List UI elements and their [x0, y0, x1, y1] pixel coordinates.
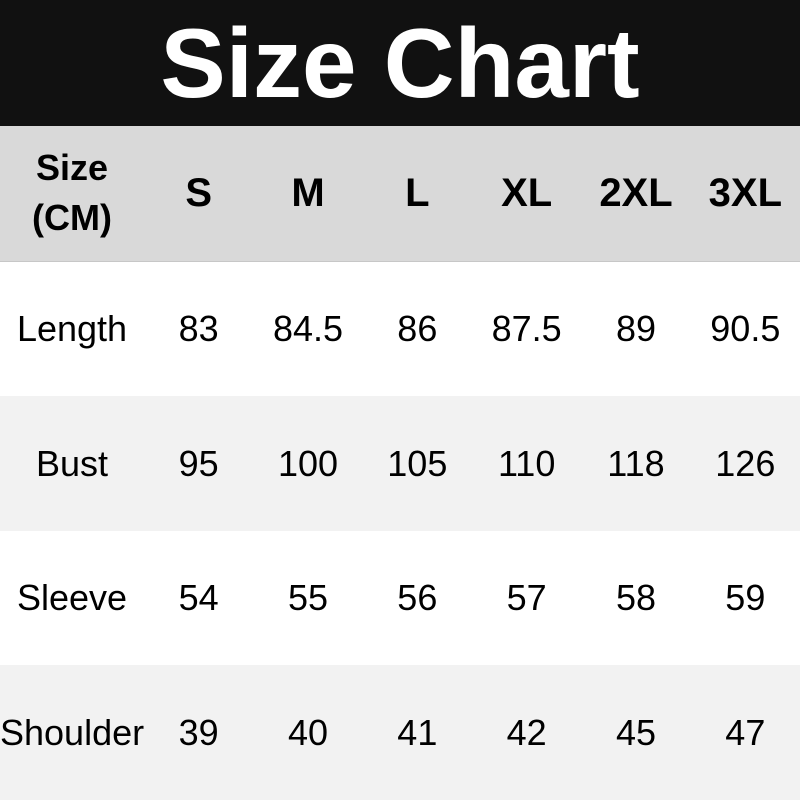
- table-cell: 40: [287, 712, 329, 754]
- table-cell: 54: [178, 577, 219, 619]
- table-cell: 83: [178, 308, 219, 350]
- table-cell: 84.5: [272, 308, 344, 350]
- row-label-length: Length: [16, 308, 128, 350]
- table-row-sleeve: Sleeve 54 55 56 57 58 59: [0, 530, 800, 666]
- row-label-sleeve: Sleeve: [16, 577, 128, 619]
- table-cell: 86: [397, 308, 438, 350]
- table-row-length: Length 83 84.5 86 87.5 89 90.5: [0, 261, 800, 397]
- table-cell: 105: [387, 442, 448, 484]
- table-cell: 100: [277, 442, 339, 484]
- table-cell: 47: [725, 712, 766, 754]
- row-label-bust: Bust: [35, 442, 109, 484]
- size-table: Size (CM) S M L XL 2XL 3XL Length 83 84.…: [0, 126, 800, 800]
- table-cell: 126: [715, 442, 776, 484]
- table-cell: 58: [615, 577, 657, 619]
- table-cell: 57: [506, 577, 547, 619]
- table-cell: 42: [506, 712, 547, 754]
- column-header-l: L: [405, 171, 430, 216]
- table-cell: 95: [178, 442, 219, 484]
- table-cell: 41: [397, 712, 438, 754]
- column-header-m: M: [291, 171, 325, 216]
- table-cell: 89: [615, 308, 657, 350]
- table-cell: 87.5: [491, 308, 562, 350]
- table-cell: 45: [615, 712, 657, 754]
- table-cell: 118: [607, 442, 665, 484]
- column-header-3xl: 3XL: [708, 171, 782, 216]
- title-band: Size Chart: [0, 0, 800, 126]
- table-cell: 39: [178, 712, 219, 754]
- table-cell: 90.5: [710, 308, 781, 350]
- page-title: Size Chart: [160, 8, 640, 118]
- table-row-bust: Bust 95 100 105 110 118 126: [0, 396, 800, 531]
- table-cell: 110: [497, 442, 556, 484]
- column-header-xl: XL: [501, 171, 553, 216]
- table-row-shoulder: Shoulder 39 40 41 42 45 47: [0, 665, 800, 800]
- column-header-s: S: [185, 171, 212, 216]
- table-header-row: Size (CM) S M L XL 2XL 3XL: [0, 126, 800, 262]
- table-cell: 56: [397, 577, 438, 619]
- row-label-shoulder: Shoulder: [0, 712, 145, 754]
- corner-header-size-cm: Size (CM): [32, 146, 112, 239]
- column-header-2xl: 2XL: [599, 171, 673, 216]
- table-cell: 59: [725, 577, 766, 619]
- table-cell: 55: [287, 577, 329, 619]
